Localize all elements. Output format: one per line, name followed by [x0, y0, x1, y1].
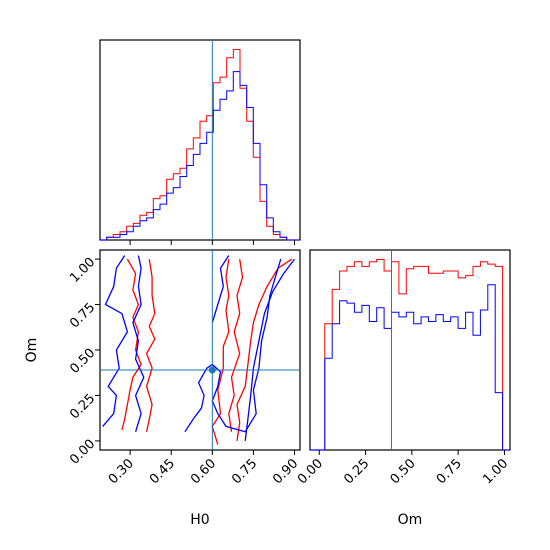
h0-hist-series-0 [100, 49, 300, 241]
om-y-tick-label-2: 0.50 [67, 346, 98, 377]
blue-contour-2 [184, 258, 282, 433]
om-tick-label-0: 0.00 [295, 456, 326, 487]
h0-histogram-x-ticks [129, 240, 296, 245]
joint-contour-lines [102, 255, 296, 445]
h0-tick-label-1: 0.45 [147, 456, 178, 487]
h0-histogram-steps [100, 49, 300, 241]
h0-histogram-panel [99, 39, 301, 245]
om-y-tick-label-0: 0.00 [67, 437, 98, 468]
blue-contour-3 [211, 255, 230, 323]
h0-tick-label-4: 0.90 [270, 456, 301, 487]
h0-tick-label-2: 0.60 [188, 456, 219, 487]
om-histogram-frame [309, 249, 511, 451]
joint-y-ticks: 0.00 0.25 0.50 0.75 1.00 [67, 255, 100, 468]
om-y-tick-label-4: 1.00 [67, 255, 98, 286]
joint-contour-panel: 0.30 0.45 0.60 0.75 0.90 0.00 0.25 0.50 0.75 1.0… [24, 249, 301, 528]
x-axis-label-h0: H0 [190, 512, 209, 528]
x-axis-label-om: Om [398, 512, 423, 528]
red-contour-2 [211, 259, 230, 445]
om-tick-label-3: 0.75 [434, 456, 465, 487]
om-histogram-panel: 0.00 0.25 0.50 0.75 1.00 Om [295, 249, 511, 528]
y-axis-label-om: Om [24, 338, 40, 363]
joint-truth-point [208, 366, 216, 374]
blue-contour-1 [132, 255, 145, 432]
joint-x-ticks: 0.30 0.45 0.60 0.75 0.90 [106, 450, 301, 487]
red-contour-4 [228, 259, 244, 432]
joint-contour-frame [99, 249, 301, 451]
h0-hist-series-1 [100, 71, 300, 241]
red-contour-0 [121, 258, 142, 431]
om-histogram-steps [310, 259, 510, 451]
h0-tick-label-0: 0.30 [106, 456, 137, 487]
blue-contour-4 [244, 258, 296, 441]
om-tick-label-1: 0.25 [341, 456, 372, 487]
om-y-tick-label-1: 0.25 [67, 391, 98, 422]
om-tick-label-4: 1.00 [480, 456, 511, 487]
om-hist-series-0 [310, 259, 510, 451]
om-tick-label-2: 0.50 [388, 456, 419, 487]
red-contour-1 [145, 259, 156, 432]
om-y-tick-label-3: 0.75 [67, 300, 98, 331]
om-hist-series-1 [310, 284, 510, 451]
om-histogram-x-ticks: 0.00 0.25 0.50 0.75 1.00 [295, 450, 511, 487]
red-contour-3 [236, 258, 293, 441]
blue-contour-0 [102, 255, 129, 427]
h0-tick-label-3: 0.75 [229, 456, 260, 487]
h0-histogram-frame [99, 39, 301, 241]
